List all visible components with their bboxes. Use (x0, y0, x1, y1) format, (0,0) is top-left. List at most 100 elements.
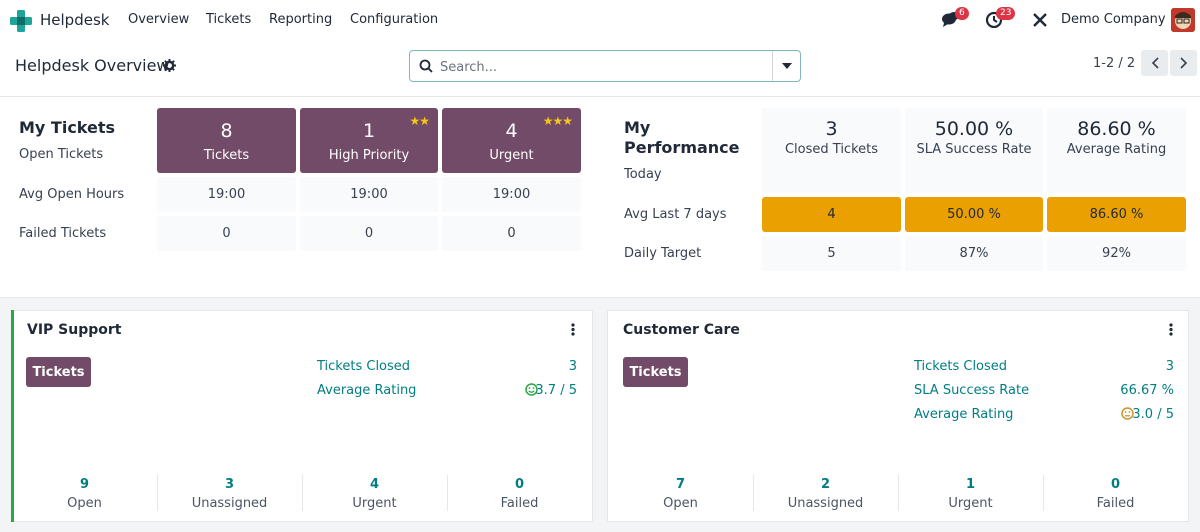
user-avatar-image (1171, 8, 1195, 32)
divider (898, 475, 899, 511)
footer-count: 4 (369, 477, 380, 492)
tile-count: 1 (362, 120, 376, 142)
cell-value: 92% (1102, 246, 1131, 261)
stat-value-sla-success-rate[interactable]: 66.67 % (1120, 383, 1174, 398)
my-tickets-high-priority-tile[interactable]: ★★ 1 High Priority (300, 108, 438, 173)
stat-label-tickets-closed[interactable]: Tickets Closed (317, 359, 411, 374)
perf-value: 86.60 % (1077, 118, 1156, 140)
stat-label-average-rating[interactable]: Average Rating (914, 407, 1014, 422)
avg-hours-tickets: 19:00 (157, 177, 296, 212)
footer-open[interactable]: 9 Open (12, 475, 157, 517)
activities-button[interactable]: 23 (985, 7, 1016, 32)
pager-next-button[interactable] (1170, 50, 1197, 76)
footer-failed[interactable]: 0 Failed (447, 475, 592, 517)
search-options-toggle[interactable] (772, 51, 800, 81)
stat-label-sla-success-rate[interactable]: SLA Success Rate (914, 383, 1030, 398)
cell-value: 86.60 % (1089, 207, 1144, 222)
pager-previous-button[interactable] (1141, 50, 1168, 76)
perf-sla-avg7: 50.00 % (905, 197, 1043, 232)
neutral-face-icon (1121, 407, 1134, 424)
row-label-avg-7-days: Avg Last 7 days (624, 207, 727, 222)
menu-overview[interactable]: Overview (128, 12, 190, 27)
footer-count: 0 (514, 477, 525, 492)
my-tickets-total-tile[interactable]: 8 Tickets (157, 108, 296, 173)
footer-unassigned[interactable]: 2 Unassigned (753, 475, 898, 517)
footer-label: Open (67, 496, 102, 511)
perf-rating-target: 92% (1047, 236, 1186, 271)
menu-reporting[interactable]: Reporting (269, 12, 333, 27)
app-name[interactable]: Helpdesk (40, 11, 110, 29)
stat-value-average-rating[interactable]: 3.7 / 5 (535, 383, 577, 398)
stat-value-tickets-closed[interactable]: 3 (568, 359, 577, 374)
row-label-today: Today (624, 167, 662, 182)
cell-value: 0 (507, 226, 516, 241)
tile-count: 8 (220, 120, 233, 142)
perf-closed-tickets-today: 3 Closed Tickets (762, 108, 901, 193)
messages-button[interactable]: 6 (942, 7, 969, 32)
footer-urgent[interactable]: 4 Urgent (302, 475, 447, 517)
tools-icon (1033, 13, 1047, 27)
control-panel: Helpdesk Overview 1-2 / 2 (0, 42, 1200, 97)
user-avatar[interactable] (1171, 8, 1195, 32)
stat-value-tickets-closed[interactable]: 3 (1165, 359, 1174, 374)
footer-label: Failed (500, 496, 539, 511)
activities-badge: 23 (996, 7, 1016, 20)
footer-failed[interactable]: 0 Failed (1043, 475, 1188, 517)
kebab-menu-icon[interactable] (571, 323, 575, 336)
cell-value: 87% (959, 246, 989, 261)
failed-tickets[interactable]: 0 (157, 216, 296, 251)
perf-label: Average Rating (1066, 142, 1167, 157)
page-title: Helpdesk Overview (15, 56, 170, 75)
my-tickets-urgent-tile[interactable]: ★★★ 4 Urgent (442, 108, 581, 173)
team-name[interactable]: Customer Care (623, 322, 740, 338)
row-label-open-tickets: Open Tickets (19, 147, 104, 162)
footer-label: Open (663, 496, 698, 511)
debug-tools-button[interactable] (1032, 12, 1048, 32)
failed-urgent[interactable]: 0 (442, 216, 581, 251)
tickets-button[interactable]: Tickets (26, 357, 91, 387)
helpdesk-app-icon[interactable] (10, 10, 32, 32)
search-icon (419, 59, 433, 73)
cell-value: 19:00 (207, 187, 246, 202)
stat-label-tickets-closed[interactable]: Tickets Closed (914, 359, 1008, 374)
search-input[interactable] (440, 57, 760, 77)
team-name[interactable]: VIP Support (27, 322, 122, 338)
stat-value-average-rating[interactable]: 3.0 / 5 (1132, 407, 1174, 422)
messages-badge: 6 (955, 7, 969, 20)
menu-tickets[interactable]: Tickets (206, 12, 252, 27)
footer-urgent[interactable]: 1 Urgent (898, 475, 1043, 517)
perf-closed-avg7: 4 (762, 197, 901, 232)
footer-unassigned[interactable]: 3 Unassigned (157, 475, 302, 517)
row-label-failed-tickets: Failed Tickets (19, 226, 107, 241)
row-label-daily-target: Daily Target (624, 246, 702, 261)
footer-count: 0 (1110, 477, 1121, 492)
cell-value: 4 (827, 207, 836, 222)
perf-sla-today: 50.00 % SLA Success Rate (905, 108, 1043, 193)
failed-high-priority[interactable]: 0 (300, 216, 438, 251)
divider (302, 475, 303, 511)
cell-value: 5 (827, 246, 836, 261)
priority-stars-icon: ★★★ (542, 114, 573, 128)
avg-hours-high-priority: 19:00 (300, 177, 438, 212)
teams-kanban: VIP Support Tickets Tickets Closed 3 Ave… (0, 298, 1200, 532)
menu-configuration[interactable]: Configuration (350, 12, 439, 27)
footer-count: 3 (224, 477, 235, 492)
team-card-customer-care[interactable]: Customer Care Tickets Tickets Closed 3 S… (607, 310, 1189, 522)
footer-open[interactable]: 7 Open (608, 475, 753, 517)
perf-value: 50.00 % (934, 118, 1014, 140)
gear-icon[interactable] (163, 59, 176, 72)
divider (1043, 475, 1044, 511)
team-card-vip-support[interactable]: VIP Support Tickets Tickets Closed 3 Ave… (11, 310, 593, 522)
dashboard-stats: My Tickets Open Tickets Avg Open Hours F… (0, 98, 1200, 298)
my-performance-title-line2: Performance (624, 138, 740, 157)
tickets-button[interactable]: Tickets (623, 357, 688, 387)
cell-value: 0 (222, 226, 231, 241)
company-switcher[interactable]: Demo Company (1061, 12, 1166, 27)
stat-label-average-rating[interactable]: Average Rating (317, 383, 417, 398)
kebab-menu-icon[interactable] (1169, 323, 1173, 336)
tile-label: High Priority (328, 148, 410, 163)
pager-value[interactable]: 1-2 / 2 (1093, 56, 1136, 71)
card-color-accent (11, 310, 14, 522)
footer-label: Urgent (948, 496, 993, 511)
footer-count: 1 (965, 477, 976, 492)
